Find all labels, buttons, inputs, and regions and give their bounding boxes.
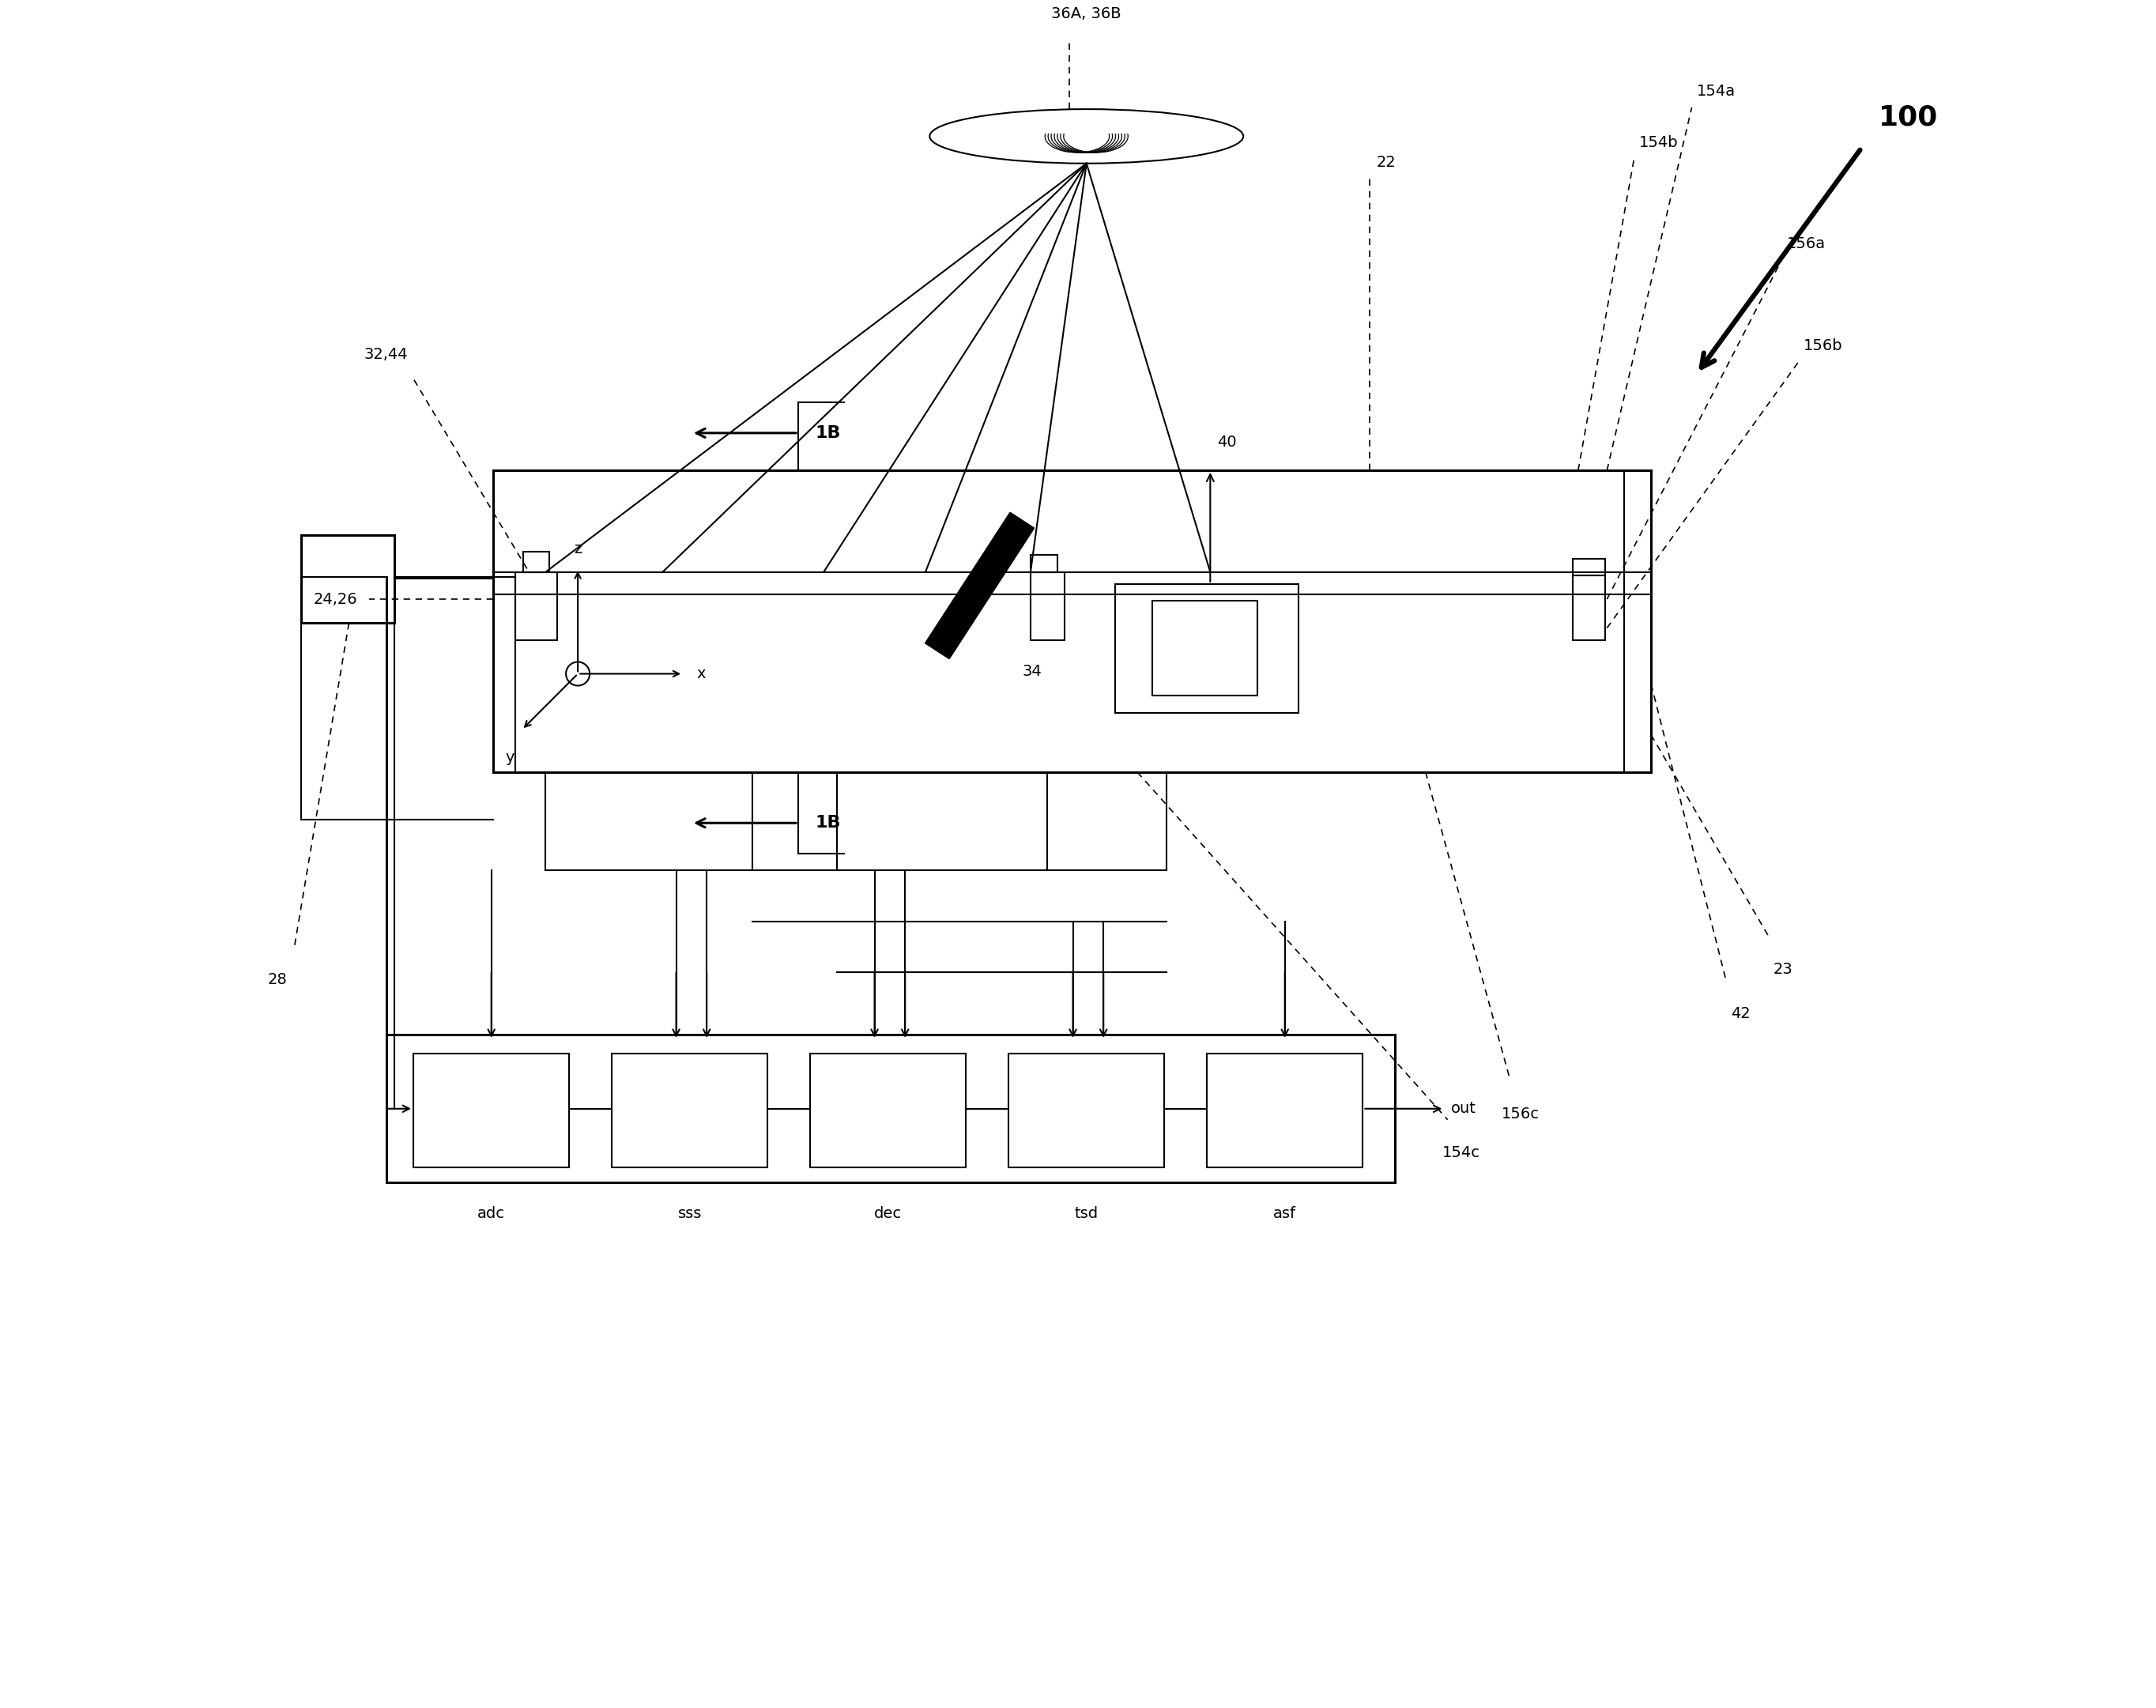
Text: 1B: 1B [815, 425, 841, 441]
Text: 42: 42 [1731, 1006, 1751, 1021]
Bar [1031, 555, 1059, 572]
Text: 22: 22 [1376, 155, 1395, 171]
Bar [612, 1054, 768, 1167]
Text: 156a: 156a [1787, 237, 1826, 251]
Text: 154a: 154a [1697, 84, 1736, 99]
Text: adc: adc [476, 1206, 505, 1221]
Text: 32,44: 32,44 [364, 347, 407, 362]
Bar [302, 535, 395, 623]
Bar [524, 552, 550, 572]
Text: 1B: 1B [815, 815, 841, 830]
Bar [515, 572, 558, 640]
Text: asf: asf [1274, 1206, 1296, 1221]
Text: tsd: tsd [1074, 1206, 1097, 1221]
Text: 156b: 156b [1805, 338, 1843, 354]
Text: 156c: 156c [1503, 1107, 1539, 1120]
Text: 24,26: 24,26 [313, 591, 358, 606]
Text: 154c: 154c [1442, 1144, 1481, 1160]
Text: dec: dec [873, 1206, 901, 1221]
Bar [386, 1035, 1395, 1182]
Text: y: y [505, 750, 515, 765]
Text: 40: 40 [1216, 436, 1238, 449]
Bar [1115, 584, 1298, 712]
Bar [1574, 576, 1606, 640]
Text: 154b: 154b [1639, 135, 1677, 150]
Bar [1009, 1054, 1164, 1167]
Polygon shape [925, 512, 1035, 659]
Text: 34: 34 [1022, 664, 1041, 678]
Text: sss: sss [677, 1206, 701, 1221]
Bar [1153, 601, 1257, 695]
Bar [1207, 1054, 1363, 1167]
Text: 28: 28 [267, 972, 287, 987]
Text: z: z [573, 541, 582, 557]
Text: 100: 100 [1878, 104, 1938, 132]
Text: 23: 23 [1772, 962, 1792, 977]
Bar [1031, 572, 1065, 640]
Ellipse shape [929, 109, 1244, 164]
Bar [1574, 559, 1606, 576]
Text: x: x [696, 666, 705, 681]
Text: out: out [1451, 1102, 1477, 1117]
Bar [414, 1054, 569, 1167]
Bar [811, 1054, 966, 1167]
Text: 36A, 36B: 36A, 36B [1052, 5, 1121, 20]
